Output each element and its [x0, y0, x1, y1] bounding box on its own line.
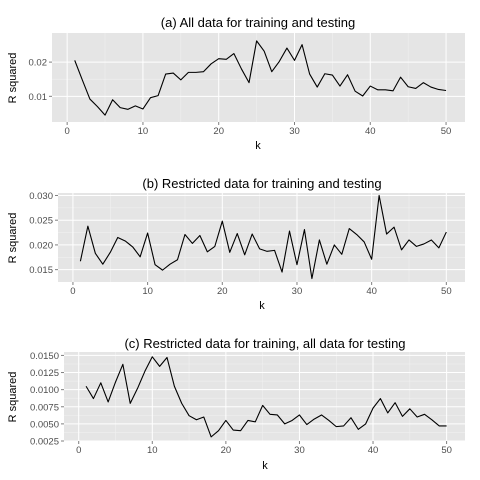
y-tick-label: 0.015 — [29, 265, 53, 276]
x-tick-label: 20 — [221, 445, 232, 456]
x-tick-label: 40 — [366, 286, 377, 297]
chart-title: (a) All data for training and testing — [161, 15, 355, 30]
y-axis-label: R squared — [7, 213, 19, 264]
plot-background — [52, 33, 465, 122]
y-axis-label: R squared — [7, 372, 19, 423]
chart-title: (c) Restricted data for training, all da… — [124, 336, 405, 351]
x-tick-label: 30 — [292, 286, 303, 297]
y-tick-label: 0.020 — [29, 240, 53, 251]
x-tick-label: 20 — [213, 126, 224, 137]
series-line — [79, 194, 447, 280]
x-tick-label: 0 — [76, 445, 81, 456]
y-tick-label: 0.0100 — [30, 385, 59, 396]
y-tick-label: 0.0125 — [30, 368, 59, 379]
x-tick-label: 30 — [289, 126, 300, 137]
plot-background — [64, 352, 465, 441]
y-tick-label: 0.0075 — [30, 402, 59, 413]
x-tick-label: 50 — [441, 286, 452, 297]
plot-background — [58, 193, 465, 282]
y-tick-label: 0.02 — [29, 58, 48, 69]
x-tick-label: 50 — [441, 126, 452, 137]
x-tick-label: 10 — [142, 286, 153, 297]
chart-panel-a: 0 10 20 30 40 50 0.01 0.02 (a) All data for tra… — [7, 15, 465, 152]
series-line — [74, 40, 447, 116]
x-axis-label: k — [255, 140, 261, 152]
x-tick-label: 40 — [368, 445, 379, 456]
x-axis-label: k — [259, 300, 265, 312]
x-axis-label: k — [262, 460, 268, 472]
y-tick-label: 0.025 — [29, 216, 53, 227]
y-tick-label: 0.01 — [29, 92, 48, 103]
y-tick-label: 0.0025 — [30, 437, 59, 448]
x-tick-label: 10 — [138, 126, 149, 137]
y-tick-label: 0.0150 — [30, 351, 59, 362]
x-tick-label: 50 — [441, 445, 452, 456]
x-tick-label: 0 — [70, 286, 75, 297]
y-tick-label: 0.0050 — [30, 419, 59, 430]
plot-area: 0 10 20 30 40 50 0.015 0.020 0.025 0.030 — [29, 191, 465, 297]
plot-area: 0 10 20 30 40 50 0.01 0.02 — [29, 33, 465, 137]
chart-panel-b: 0 10 20 30 40 50 0.015 0.020 0.025 0.030 (b) Rest… — [7, 176, 465, 312]
x-tick-label: 40 — [365, 126, 376, 137]
x-tick-label: 0 — [65, 126, 70, 137]
y-axis-label: R squared — [7, 53, 19, 104]
plot-area: 0 10 20 30 40 50 0.0025 0.0050 0.0075 0.0100 0.012… — [30, 351, 465, 456]
x-tick-label: 20 — [217, 286, 228, 297]
series-line — [85, 356, 447, 438]
x-tick-label: 30 — [294, 445, 305, 456]
y-tick-label: 0.030 — [29, 191, 53, 202]
chart-title: (b) Restricted data for training and tes… — [142, 176, 381, 191]
x-tick-label: 10 — [147, 445, 158, 456]
chart-panel-c: 0 10 20 30 40 50 0.0025 0.0050 0.0075 0.0100 0.012… — [7, 336, 465, 472]
